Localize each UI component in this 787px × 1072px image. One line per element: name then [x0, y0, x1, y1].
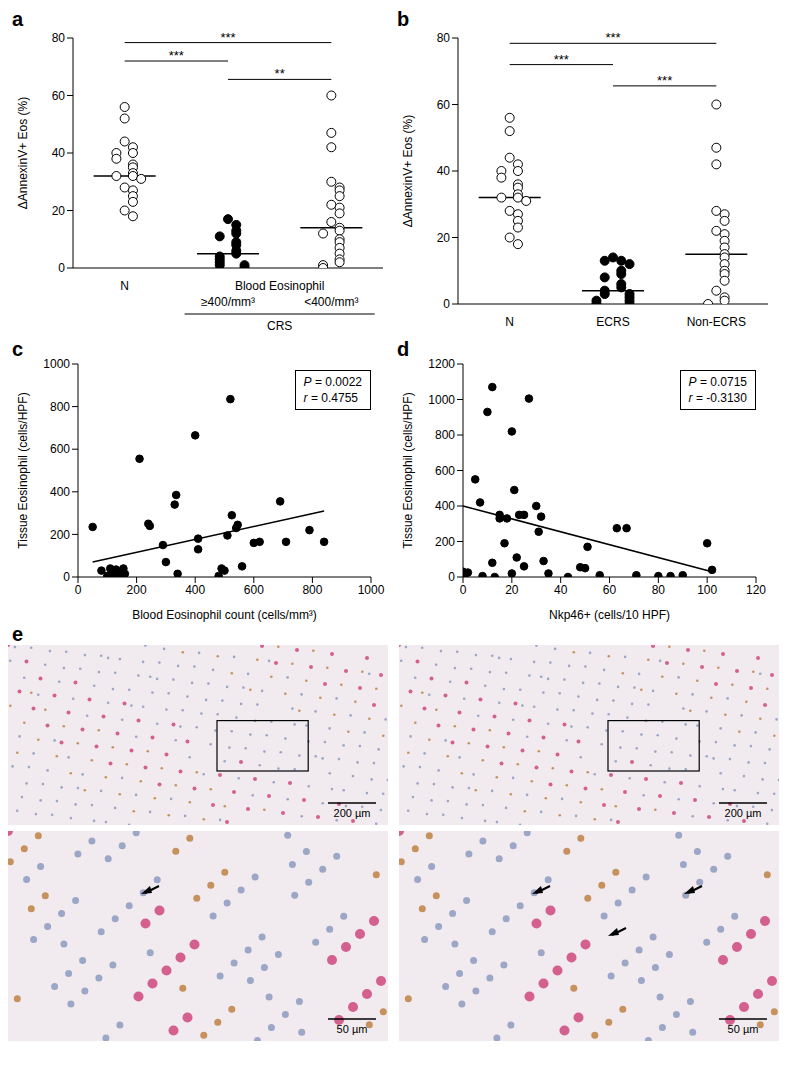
svg-text:***: ***	[605, 30, 620, 45]
html-text:e: e	[12, 623, 24, 645]
svg-text:Nkp46+ (cells/10 HPF): Nkp46+ (cells/10 HPF)	[549, 608, 670, 622]
svg-text:ECRS: ECRS	[596, 315, 629, 329]
svg-text:***: ***	[220, 30, 235, 45]
svg-text:50 µm: 50 µm	[728, 1023, 759, 1035]
html-text:r = 0.4755: r = 0.4755	[303, 391, 358, 405]
svg-text:200 µm: 200 µm	[725, 807, 762, 819]
html-text:a: a	[12, 8, 24, 30]
svg-text:200: 200	[435, 535, 455, 549]
svg-text:800: 800	[302, 583, 322, 597]
svg-text:Tissue Eosinophil (cells/HPF): Tissue Eosinophil (cells/HPF)	[16, 392, 30, 548]
svg-text:1000: 1000	[428, 393, 455, 407]
html-text:P = 0.0022: P = 0.0022	[303, 375, 362, 389]
svg-text:100: 100	[697, 583, 717, 597]
svg-text:600: 600	[244, 583, 264, 597]
svg-text:ΔAnnexinV+ Eos (%): ΔAnnexinV+ Eos (%)	[16, 97, 30, 209]
html-text:b: b	[397, 8, 410, 30]
svg-text:120: 120	[746, 583, 766, 597]
svg-text:1000: 1000	[43, 357, 70, 371]
svg-text:60: 60	[437, 98, 451, 112]
html-text:P = 0.0715: P = 0.0715	[688, 375, 747, 389]
svg-text:Non-ECRS: Non-ECRS	[687, 315, 746, 329]
svg-text:1000: 1000	[358, 583, 385, 597]
svg-text:800: 800	[435, 428, 455, 442]
svg-text:0: 0	[460, 583, 467, 597]
html-text:r = -0.3130: r = -0.3130	[688, 391, 747, 405]
svg-text:40: 40	[52, 146, 66, 160]
svg-text:Tissue Eosinophil (cells/HPF): Tissue Eosinophil (cells/HPF)	[401, 392, 415, 548]
svg-text:CRS: CRS	[267, 319, 292, 333]
svg-text:***: ***	[554, 52, 569, 67]
svg-text:0: 0	[443, 297, 450, 311]
svg-text:0: 0	[75, 583, 82, 597]
svg-text:20: 20	[52, 204, 66, 218]
svg-text:60: 60	[603, 583, 617, 597]
svg-text:600: 600	[50, 442, 70, 456]
svg-text:800: 800	[50, 400, 70, 414]
svg-text:0: 0	[448, 570, 455, 584]
svg-text:40: 40	[437, 164, 451, 178]
svg-text:20: 20	[437, 231, 451, 245]
svg-text:80: 80	[437, 31, 451, 45]
svg-text:80: 80	[652, 583, 666, 597]
svg-text:0: 0	[58, 261, 65, 275]
svg-text:***: ***	[169, 48, 184, 63]
svg-text:ΔAnnexinV+ Eos (%): ΔAnnexinV+ Eos (%)	[401, 115, 415, 227]
svg-text:Blood Eosinophil count (cells/: Blood Eosinophil count (cells/mm³)	[132, 608, 317, 622]
svg-text:40: 40	[554, 583, 568, 597]
html-text:c: c	[12, 338, 24, 360]
svg-text:1200: 1200	[428, 357, 455, 371]
svg-text:***: ***	[657, 73, 672, 88]
svg-text:50 µm: 50 µm	[337, 1023, 368, 1035]
svg-text:≥400/mm³: ≥400/mm³	[201, 295, 255, 309]
html-text:d: d	[397, 338, 410, 360]
svg-text:200: 200	[127, 583, 147, 597]
svg-text:N: N	[120, 279, 129, 293]
svg-text:N: N	[505, 315, 514, 329]
svg-text:0: 0	[63, 570, 70, 584]
svg-text:400: 400	[435, 499, 455, 513]
svg-text:20: 20	[505, 583, 519, 597]
svg-text:600: 600	[435, 464, 455, 478]
svg-text:Blood Eosinophil: Blood Eosinophil	[235, 279, 324, 293]
svg-text:400: 400	[185, 583, 205, 597]
svg-text:**: **	[275, 66, 285, 81]
svg-text:60: 60	[52, 89, 66, 103]
svg-text:<400/mm³: <400/mm³	[304, 295, 358, 309]
svg-text:400: 400	[50, 485, 70, 499]
svg-text:80: 80	[52, 31, 66, 45]
svg-text:200 µm: 200 µm	[334, 807, 371, 819]
svg-text:200: 200	[50, 528, 70, 542]
